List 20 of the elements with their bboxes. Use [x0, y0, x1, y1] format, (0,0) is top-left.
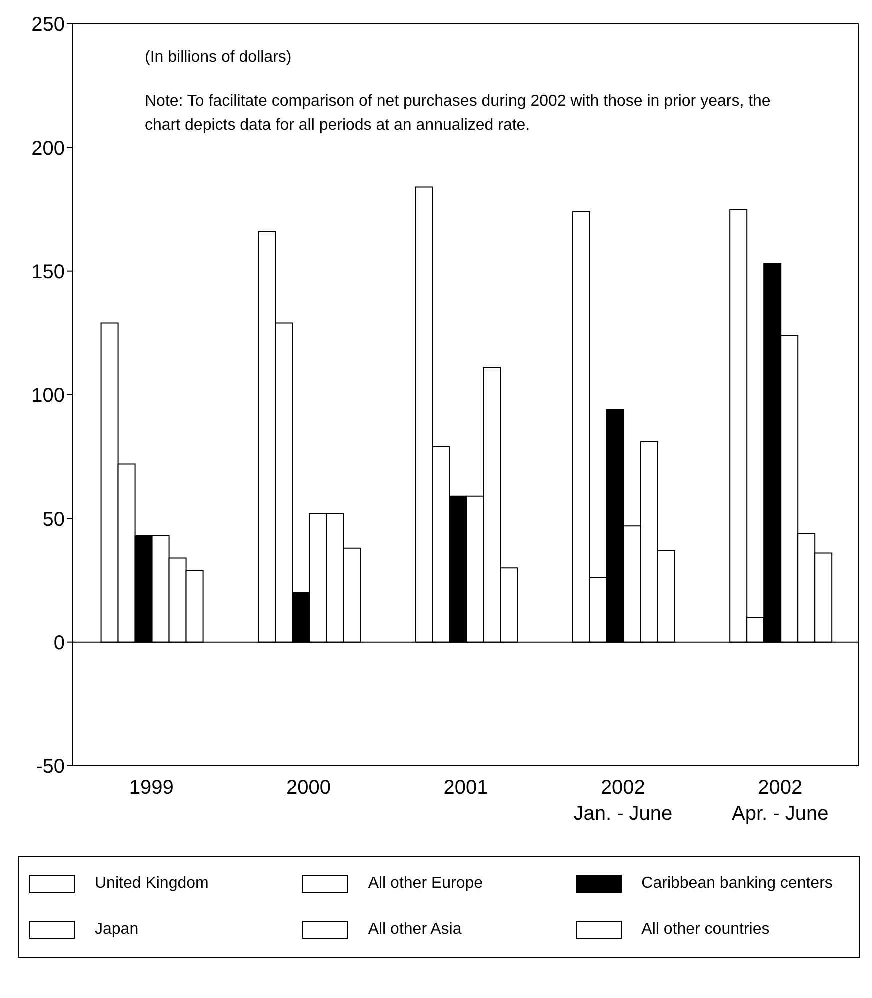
annotation: Note: To facilitate comparison of net purchases during 2002 with those in prior years, the chart depicts data for all periods at an annualized rate.: [145, 92, 772, 136]
y-tick-label: 50: [42, 508, 65, 531]
y-tick-label: 100: [32, 385, 65, 408]
y-tick-label: 0: [54, 632, 65, 654]
legend-label: Japan: [95, 921, 139, 939]
x-tick-label: 2002 Apr. - June: [732, 777, 829, 825]
y-tick-label: 200: [32, 138, 65, 160]
x-tick-label: 2000: [286, 777, 332, 799]
legend-label: United Kingdom: [95, 875, 209, 893]
x-tick-label: 1999: [129, 777, 174, 799]
x-tick-label: 2002 Jan. - June: [574, 777, 673, 825]
x-tick-label: 2001: [444, 777, 488, 799]
y-tick-label: 250: [32, 14, 65, 36]
legend-label: All other Asia: [368, 921, 462, 939]
legend-label: All other countries: [642, 921, 770, 939]
legend-label: Caribbean banking centers: [642, 875, 833, 893]
annotation: (In billions of dollars): [145, 48, 293, 68]
y-tick-label: -50: [36, 756, 65, 778]
y-tick-label: 150: [32, 261, 65, 284]
legend-label: All other Europe: [368, 875, 484, 893]
